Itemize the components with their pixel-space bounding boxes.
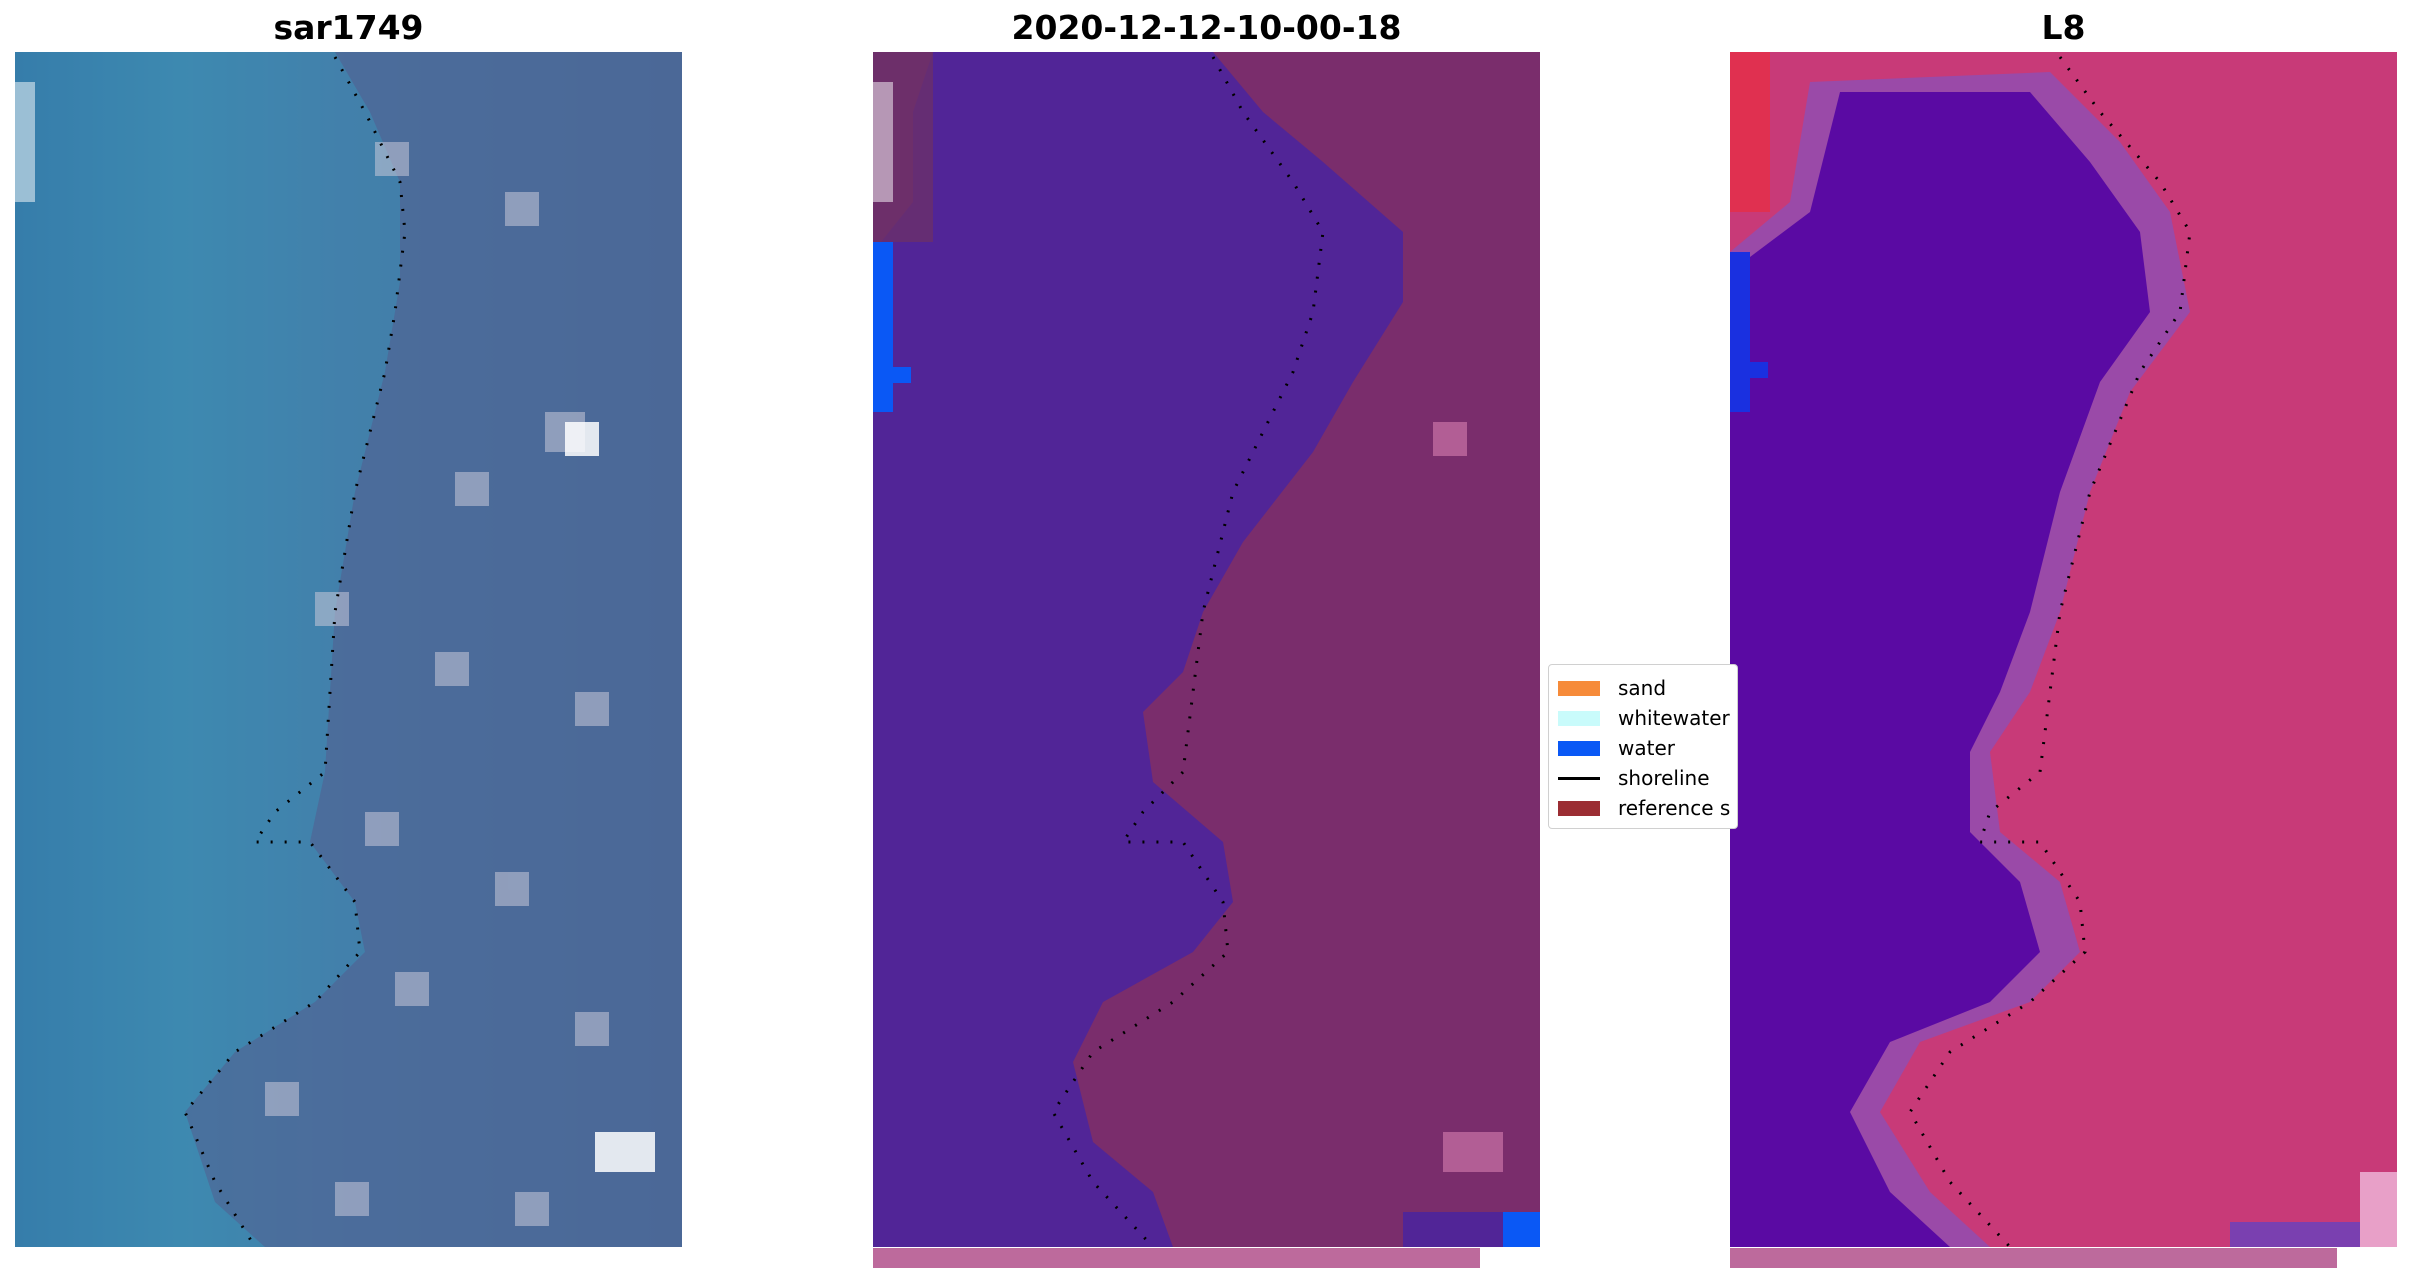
panel-title-l8: L8 <box>2041 8 2086 47</box>
legend-label: water <box>1618 736 1675 760</box>
legend-item-sand: sand <box>1558 676 1666 700</box>
legend-label: sand <box>1618 676 1667 700</box>
panel-3-bottom-strip <box>1730 1248 2337 1268</box>
shoreline-line-icon <box>1558 776 1600 780</box>
rgb-satellite-image <box>15 52 682 1247</box>
legend-item-shoreline: shoreline <box>1558 766 1710 790</box>
panel-title-sar1749: sar1749 <box>273 8 424 47</box>
water-swatch <box>1558 740 1600 756</box>
panel-2-bottom-strip <box>873 1248 1480 1268</box>
false-color-image <box>1730 52 2397 1247</box>
legend: sand whitewater water shoreline referenc… <box>1548 664 1738 829</box>
legend-item-whitewater: whitewater <box>1558 706 1730 730</box>
legend-item-water: water <box>1558 736 1675 760</box>
legend-label: reference s <box>1618 796 1731 820</box>
panel-title-date: 2020-12-12-10-00-18 <box>1011 8 1402 47</box>
sand-swatch <box>1558 680 1600 696</box>
legend-item-reference: reference s <box>1558 796 1730 820</box>
whitewater-swatch <box>1558 710 1600 726</box>
legend-label: whitewater <box>1618 706 1730 730</box>
reference-swatch <box>1558 800 1600 816</box>
classified-overlay-image <box>873 52 1540 1247</box>
legend-label: shoreline <box>1618 766 1710 790</box>
